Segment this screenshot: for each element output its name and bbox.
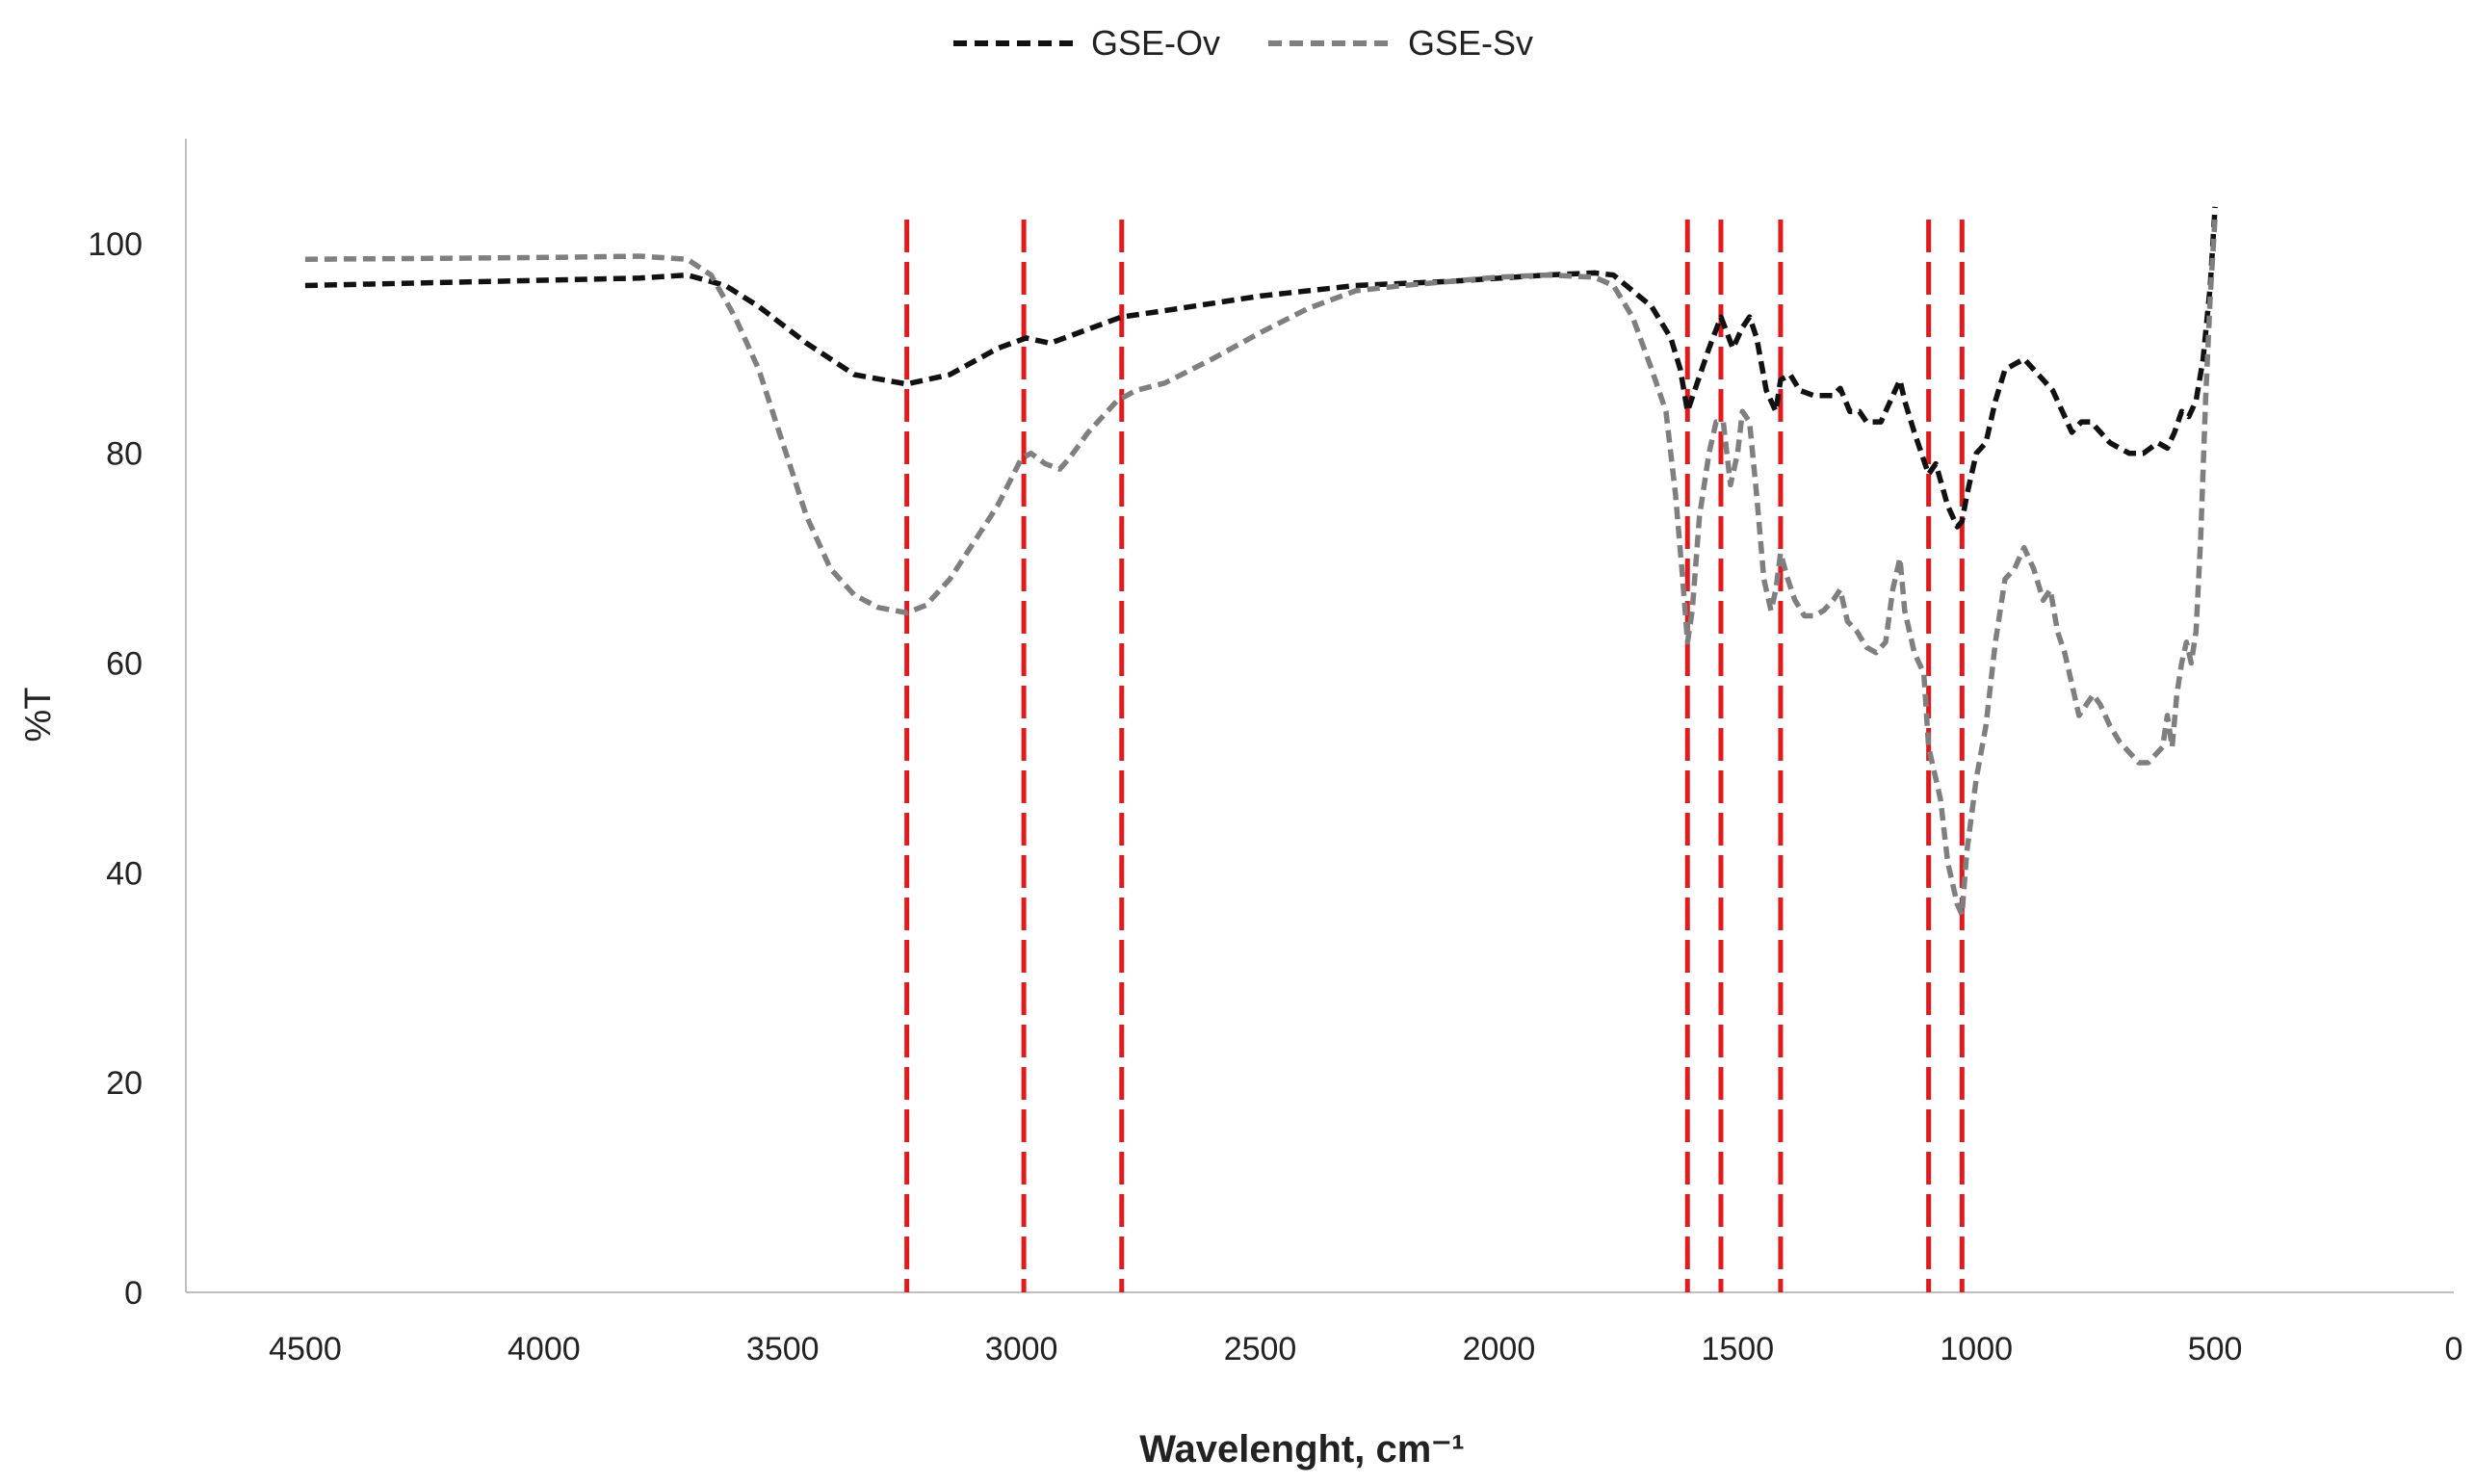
x-tick-label: 1000 xyxy=(1940,1331,2013,1367)
y-tick-label: 100 xyxy=(88,226,143,263)
y-tick-label: 0 xyxy=(124,1275,143,1312)
legend-label-gse-sv: GSE-Sv xyxy=(1408,23,1533,63)
x-tick-label: 0 xyxy=(2445,1331,2463,1367)
x-tick-label: 3500 xyxy=(746,1331,820,1367)
y-tick-label: 80 xyxy=(106,436,143,473)
y-tick-label: 60 xyxy=(106,646,143,683)
legend: GSE-Ov GSE-Sv xyxy=(953,23,1533,63)
x-tick-label: 4500 xyxy=(269,1331,342,1367)
series-line-gse-ov xyxy=(304,206,2218,530)
reference-lines xyxy=(904,220,1965,1292)
x-tick-label: 1500 xyxy=(1701,1331,1774,1367)
legend-item-gse-sv: GSE-Sv xyxy=(1268,23,1533,63)
y-tick-labels: 0 20 40 60 80 100 xyxy=(88,226,143,1312)
x-tick-labels: 4500 4000 3500 3000 2500 2000 1500 1000 500 0 xyxy=(269,1331,2462,1367)
legend-label-gse-ov: GSE-Ov xyxy=(1091,23,1220,63)
y-tick-label: 40 xyxy=(106,855,143,892)
x-tick-label: 500 xyxy=(2188,1331,2243,1367)
x-tick-label: 3000 xyxy=(985,1331,1058,1367)
x-tick-label: 2000 xyxy=(1463,1331,1536,1367)
x-tick-label: 4000 xyxy=(508,1331,581,1367)
y-axis-title: %T xyxy=(18,688,59,742)
y-tick-label: 20 xyxy=(106,1065,143,1102)
x-tick-label: 2500 xyxy=(1224,1331,1297,1367)
legend-item-gse-ov: GSE-Ov xyxy=(953,23,1220,63)
series-line-gse-sv xyxy=(304,217,2218,918)
x-axis-title: Wavelenght, cm⁻¹ xyxy=(1139,1428,1464,1471)
series-layer xyxy=(304,206,2218,918)
